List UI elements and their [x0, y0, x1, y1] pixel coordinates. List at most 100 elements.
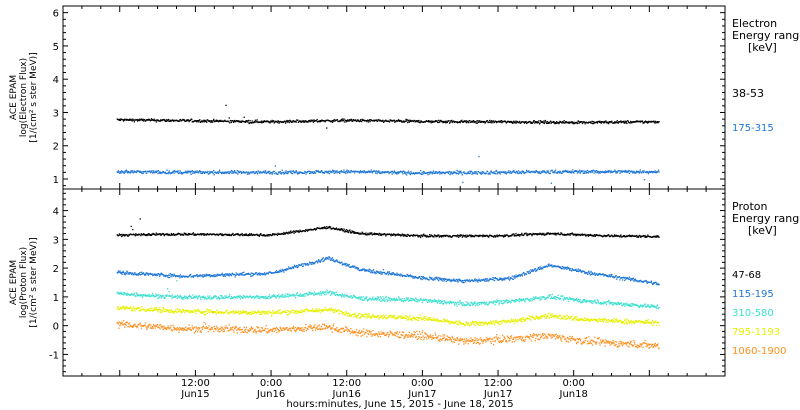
data-point — [130, 170, 132, 172]
data-point — [316, 260, 318, 262]
data-point — [175, 295, 177, 297]
data-point — [377, 296, 379, 298]
data-point — [275, 271, 277, 273]
data-point — [462, 280, 465, 282]
data-point — [133, 292, 135, 294]
data-point — [382, 271, 384, 274]
data-point — [318, 261, 320, 263]
data-point — [573, 121, 575, 123]
y-tick-label: 1 — [53, 175, 59, 186]
data-point — [435, 276, 437, 278]
data-point — [118, 271, 120, 273]
data-point — [468, 303, 470, 305]
data-point — [190, 296, 192, 298]
data-point — [349, 229, 351, 231]
data-point — [334, 294, 336, 297]
data-point — [195, 295, 198, 297]
data-point — [447, 172, 450, 174]
data-point — [374, 271, 377, 273]
data-point — [506, 302, 508, 304]
data-point — [346, 169, 348, 171]
data-point — [350, 118, 353, 120]
data-point — [550, 120, 552, 122]
data-point — [343, 118, 345, 120]
data-point — [650, 171, 652, 174]
data-point — [220, 295, 222, 297]
data-point — [346, 170, 348, 172]
data-point — [380, 171, 382, 173]
data-point — [529, 272, 531, 274]
data-point — [525, 232, 527, 234]
data-point — [153, 170, 155, 172]
data-point — [505, 173, 507, 175]
data-point — [294, 230, 296, 232]
data-point — [240, 172, 243, 174]
data-point — [120, 235, 123, 238]
data-point — [341, 119, 343, 122]
data-point — [322, 227, 325, 229]
data-point — [469, 235, 472, 237]
data-point — [528, 272, 530, 274]
data-point — [254, 297, 256, 299]
data-point — [541, 234, 543, 236]
data-point — [307, 264, 310, 266]
data-point — [167, 275, 169, 277]
data-point — [638, 236, 640, 238]
data-point — [369, 270, 371, 273]
data-point — [455, 280, 457, 282]
data-point — [403, 170, 405, 173]
data-point — [220, 119, 222, 122]
data-point — [258, 170, 260, 172]
data-point — [430, 300, 432, 302]
data-point — [507, 301, 510, 304]
data-point — [535, 170, 537, 172]
data-point — [646, 121, 648, 124]
data-point — [386, 272, 388, 274]
data-point — [611, 235, 614, 237]
data-point — [456, 172, 459, 174]
data-point — [589, 272, 591, 274]
data-point — [537, 268, 539, 270]
data-point — [542, 233, 544, 235]
data-point — [320, 171, 322, 173]
data-point — [468, 279, 470, 281]
data-point — [235, 171, 237, 173]
data-point — [461, 174, 463, 176]
data-point — [518, 170, 520, 172]
data-point — [476, 173, 478, 175]
data-point — [146, 273, 148, 275]
data-point — [246, 120, 249, 122]
data-point — [199, 295, 201, 297]
data-point — [380, 273, 382, 275]
data-point — [653, 170, 655, 173]
data-point — [511, 277, 513, 279]
data-point — [561, 172, 563, 175]
data-point — [581, 271, 584, 273]
data-point — [196, 297, 198, 299]
data-point — [399, 120, 401, 122]
data-point — [165, 119, 167, 121]
data-point — [426, 234, 428, 237]
data-point — [167, 234, 169, 237]
data-point — [503, 277, 505, 279]
data-point — [416, 234, 418, 236]
data-point — [360, 269, 362, 272]
data-point — [148, 295, 150, 297]
data-point — [657, 122, 659, 124]
data-point — [488, 235, 490, 237]
data-point — [577, 171, 579, 173]
data-point — [200, 234, 202, 236]
data-point — [193, 171, 195, 173]
data-point — [349, 296, 351, 298]
data-point — [365, 269, 368, 271]
data-point — [427, 120, 429, 123]
data-point — [379, 296, 381, 298]
data-point — [347, 170, 349, 173]
data-point — [163, 235, 166, 237]
y-axis-label: log(Electron Flux) — [19, 58, 29, 137]
data-point — [536, 234, 538, 236]
data-point — [404, 234, 406, 236]
data-point — [410, 275, 413, 277]
data-point — [430, 120, 432, 122]
data-point — [473, 120, 475, 122]
